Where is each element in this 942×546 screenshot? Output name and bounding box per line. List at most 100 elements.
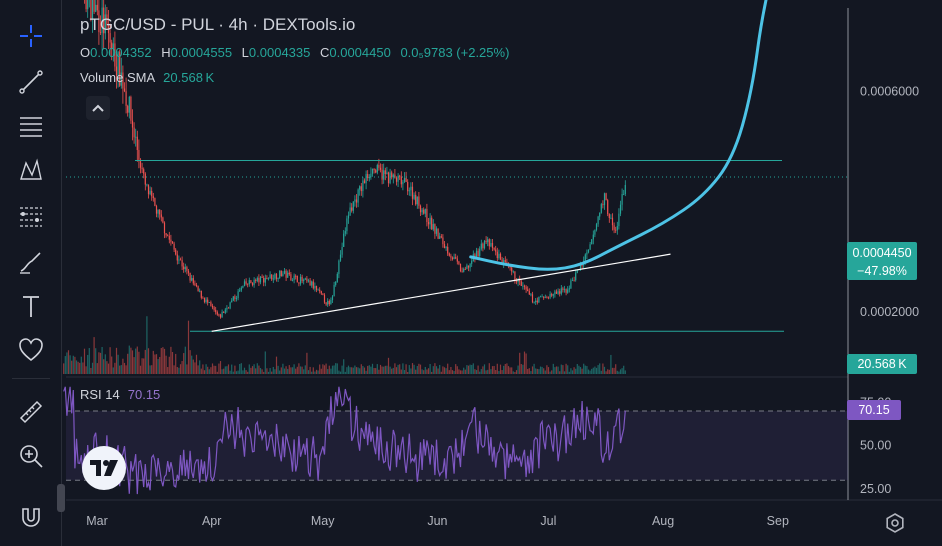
collapse-button[interactable] (86, 96, 110, 120)
tool-ruler[interactable] (8, 392, 54, 432)
tool-text[interactable] (8, 286, 54, 326)
candle-body (608, 214, 610, 218)
volume-bar (229, 370, 231, 374)
tool-magnet[interactable] (8, 497, 54, 537)
volume-bar (205, 364, 207, 374)
scroll-handle[interactable] (57, 484, 65, 512)
tool-crosshair[interactable] (8, 16, 54, 56)
candle-body (91, 0, 94, 20)
candle-body (384, 170, 386, 175)
volume-bar (504, 363, 506, 374)
candle-body (570, 280, 572, 289)
candle-body (503, 260, 505, 265)
volume-bar (419, 364, 422, 374)
open-label: O (80, 45, 91, 60)
candle-body (277, 277, 279, 280)
tradingview-logo[interactable] (82, 446, 126, 490)
candle-body (186, 267, 188, 271)
volume-bar (138, 351, 140, 374)
volume-bar (351, 367, 353, 374)
volume-bar (336, 363, 338, 374)
volume-bar (269, 368, 271, 374)
volume-bar (301, 366, 303, 374)
ohlc-legend: O0.0004352 H0.0004555 L0.0004335 C0.0004… (80, 45, 509, 60)
volume-bar (215, 365, 217, 374)
candle-body (117, 51, 119, 76)
candle-body (435, 228, 438, 234)
volume-bar (376, 364, 378, 374)
tool-horizontal-lines[interactable] (8, 106, 54, 146)
volume-bar (367, 365, 369, 374)
candle-body (130, 96, 132, 121)
candle-body (288, 272, 290, 275)
candle-body (370, 173, 372, 177)
candle-body (597, 216, 599, 225)
candle-body (253, 280, 255, 286)
candle-body (191, 278, 193, 281)
volume-bar (578, 365, 580, 374)
tool-trend-line[interactable] (8, 62, 54, 102)
candle-body (431, 217, 433, 230)
candle-body (392, 174, 394, 178)
candle-body (603, 193, 606, 206)
tool-brush[interactable] (8, 242, 54, 282)
candle-body (544, 297, 546, 299)
volume-bar (451, 370, 454, 374)
candle-body (525, 286, 527, 290)
trend-line (211, 253, 671, 332)
volume-bar (171, 352, 174, 374)
volume-bar (255, 368, 257, 374)
volume-bar (85, 366, 87, 374)
volume-bar (109, 347, 111, 374)
candle-body (451, 257, 454, 260)
volume-bar (325, 363, 327, 374)
candle-body (490, 243, 492, 247)
volume-bar (266, 368, 268, 374)
candle-body (352, 201, 354, 211)
volume-bar (338, 370, 340, 374)
volume-bar (208, 369, 210, 374)
text-icon (23, 296, 39, 317)
tool-zoom[interactable] (8, 436, 54, 476)
volume-bars (63, 316, 626, 374)
volume-bar (259, 368, 262, 374)
volume-bar (522, 364, 524, 374)
volume-bar (584, 365, 586, 374)
volume-bar (285, 366, 287, 374)
close-label: C (319, 45, 330, 60)
candle-body (559, 291, 561, 294)
heart-icon (19, 338, 43, 362)
volume-bar (279, 370, 281, 374)
tool-pattern[interactable] (8, 150, 54, 190)
volume-bar (333, 365, 335, 374)
volume-bar (87, 354, 89, 374)
candle-body (330, 299, 332, 305)
volume-bar (435, 366, 438, 374)
candle-body (512, 271, 514, 273)
volume-bar (213, 365, 215, 374)
volume-bar (467, 365, 470, 374)
volume-bar (149, 365, 151, 374)
settings-button[interactable] (882, 510, 908, 536)
y-tick-label: 0.0006000 (860, 85, 919, 99)
gear-icon (886, 513, 904, 533)
volume-bar (115, 347, 118, 374)
volume-bar (384, 365, 386, 374)
volume-bar (74, 356, 76, 374)
volume-bar (106, 361, 108, 374)
volume-bar (165, 355, 167, 374)
candle-body (103, 7, 105, 34)
candle-body (442, 237, 444, 245)
candle-body (272, 278, 274, 280)
volume-bar (531, 366, 534, 374)
candle-body (400, 176, 402, 185)
volume-bar (605, 371, 607, 374)
candle-body (189, 272, 191, 281)
tool-fib[interactable] (8, 196, 54, 236)
tool-heart[interactable] (8, 330, 54, 370)
volume-bar (490, 369, 492, 374)
candle-body (338, 260, 340, 274)
candle-body (175, 249, 177, 255)
candle-body (120, 72, 122, 86)
candle-body (291, 280, 294, 281)
